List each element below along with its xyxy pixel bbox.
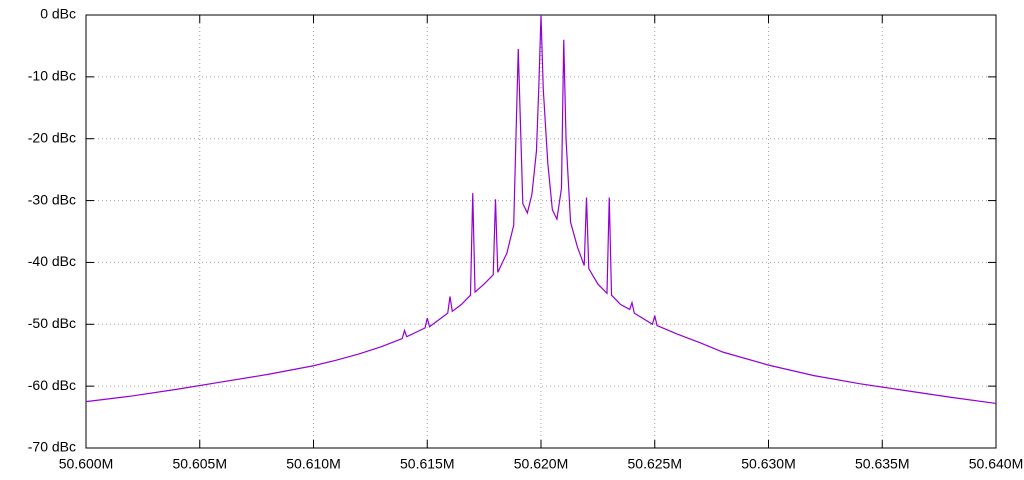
y-tick-label: -10 dBc: [28, 68, 76, 84]
y-tick-label: -30 dBc: [28, 191, 76, 207]
x-tick-label: 50.640M: [969, 456, 1023, 472]
x-tick-label: 50.635M: [855, 456, 909, 472]
y-tick-label: -20 dBc: [28, 129, 76, 145]
x-tick-label: 50.630M: [741, 456, 795, 472]
x-tick-label: 50.620M: [514, 456, 568, 472]
y-tick-label: -50 dBc: [28, 315, 76, 331]
x-tick-label: 50.625M: [628, 456, 682, 472]
y-tick-label: -70 dBc: [28, 439, 76, 455]
spectrum-line: [85, 14, 997, 405]
y-tick-label: -60 dBc: [28, 377, 76, 393]
x-tick-label: 50.605M: [173, 456, 227, 472]
y-tick-label: 0 dBc: [40, 6, 76, 22]
x-tick-label: 50.600M: [59, 456, 113, 472]
y-tick-label: -40 dBc: [28, 253, 76, 269]
x-tick-label: 50.615M: [400, 456, 454, 472]
x-tick-label: 50.610M: [286, 456, 340, 472]
